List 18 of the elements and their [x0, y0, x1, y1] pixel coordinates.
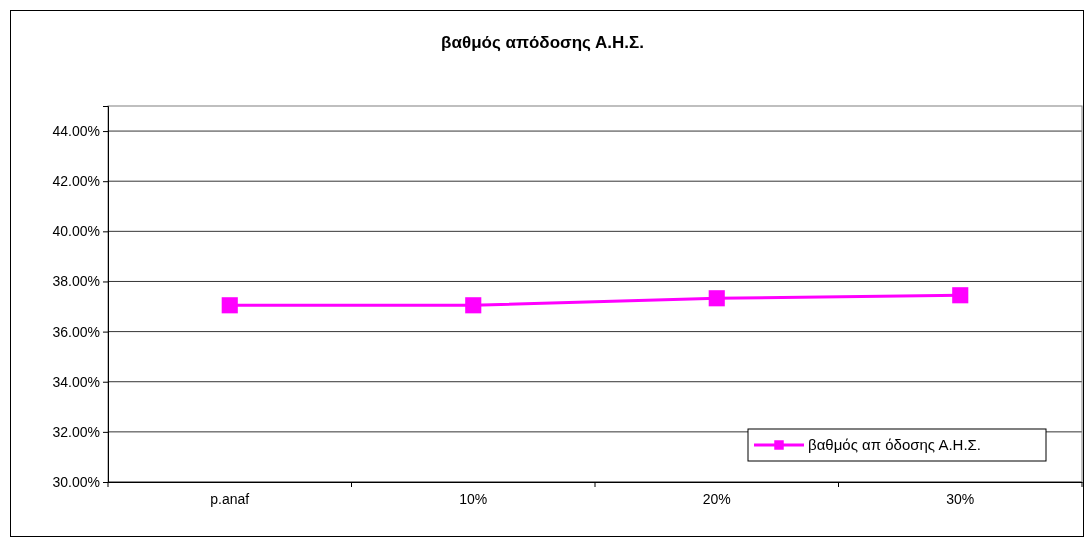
y-tick-label: 42.00%: [52, 173, 100, 190]
y-tick-label: 44.00%: [52, 123, 100, 140]
y-tick-label: 34.00%: [52, 373, 100, 390]
y-tick-label: 30.00%: [52, 473, 100, 490]
y-tick-label: 36.00%: [52, 323, 100, 340]
y-tick-label: 40.00%: [52, 223, 100, 240]
x-tick-label: 30%: [946, 490, 975, 507]
x-tick-label: 10%: [459, 490, 488, 507]
legend-label: βαθμός απ όδοσης Α.Η.Σ.: [808, 436, 982, 453]
point: [465, 297, 482, 314]
x-tick-label: p.anaf: [210, 490, 250, 507]
y-tick-label: 38.00%: [52, 273, 100, 290]
point: [221, 297, 238, 314]
point: [952, 287, 969, 304]
y-tick-label: 32.00%: [52, 423, 100, 440]
x-tick-label: 20%: [702, 490, 731, 507]
point: [708, 290, 725, 307]
chart-title: βαθμός απόδοσης Α.Η.Σ.: [441, 33, 644, 52]
